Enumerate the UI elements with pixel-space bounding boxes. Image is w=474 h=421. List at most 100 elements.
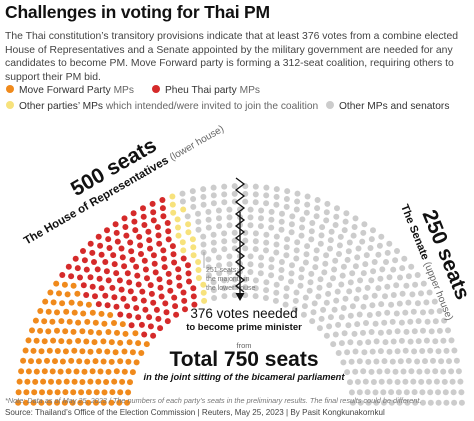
seat-dot-pheu-thai: [157, 325, 164, 332]
seat-dot-others: [367, 245, 374, 251]
seat-dot-others: [365, 399, 372, 406]
seat-dot-others: [319, 224, 326, 231]
seat-dot-move-forward: [46, 347, 53, 354]
seat-dot-others: [345, 322, 352, 329]
seat-dot-pheu-thai: [74, 265, 81, 272]
seat-dot-others: [412, 399, 419, 406]
seat-dot-move-forward: [63, 308, 70, 315]
seat-dot-move-forward: [20, 357, 27, 364]
seat-dot-others: [247, 214, 254, 221]
seat-dot-others: [389, 358, 396, 365]
seat-dot-others: [221, 183, 228, 190]
seat-dot-move-forward: [97, 368, 104, 375]
seat-dot-move-forward: [101, 389, 108, 396]
seat-dot-move-forward: [50, 299, 57, 306]
seat-dot-others: [435, 348, 442, 355]
seat-dot-others: [364, 389, 371, 396]
seat-dot-others: [189, 188, 196, 195]
seat-dot-move-forward: [15, 389, 22, 396]
seat-dot-others: [405, 273, 412, 280]
seat-dot-move-forward: [114, 329, 120, 336]
seat-dot-move-forward: [77, 399, 84, 406]
seat-dot-others: [441, 378, 448, 385]
seat-dot-others: [200, 233, 207, 240]
seat-dot-move-forward: [57, 368, 64, 375]
seat-dot-others: [216, 270, 223, 277]
seat-dot-pheu-thai: [102, 259, 109, 265]
seat-dot-others: [263, 279, 270, 286]
seat-dot-move-forward: [55, 378, 62, 385]
seat-dot-others: [252, 285, 259, 292]
seat-dot-pheu-thai: [113, 303, 120, 310]
seat-dot-others: [294, 198, 301, 205]
seat-dot-others: [283, 196, 290, 202]
seat-dot-move-forward: [62, 328, 69, 335]
seat-dot-move-forward: [113, 368, 120, 375]
seat-dot-others: [427, 347, 434, 354]
seat-dot-move-forward: [28, 358, 34, 365]
legend-swatch-pheu-thai: [152, 85, 160, 93]
seat-dot-others: [210, 239, 217, 246]
seat-dot-others: [357, 277, 364, 284]
seat-dot-pheu-thai: [121, 215, 128, 222]
seat-dot-others: [237, 206, 243, 213]
seat-dot-others: [424, 368, 431, 375]
seat-dot-others: [299, 216, 306, 223]
seat-dot-others: [393, 310, 400, 317]
seat-dot-others: [268, 224, 275, 231]
seat-dot-pheu-thai: [176, 282, 183, 289]
seat-dot-others: [231, 229, 238, 236]
seat-dot-others: [323, 332, 330, 339]
seat-dot-others: [278, 275, 285, 281]
seat-dot-others: [273, 186, 280, 193]
seat-dot-move-forward: [89, 309, 96, 316]
from-label: from: [237, 341, 252, 350]
majority-note-line1: 251 seats:: [206, 267, 238, 274]
seat-dot-pheu-thai: [172, 303, 179, 310]
seat-dot-others: [355, 286, 362, 293]
seat-dot-others: [304, 201, 311, 208]
seat-dot-move-forward: [111, 378, 118, 385]
seat-dot-others: [381, 319, 388, 326]
seat-dot-others: [427, 399, 434, 406]
seat-dot-others: [446, 358, 452, 365]
seat-dot-others: [336, 251, 342, 257]
seat-dot-pheu-thai: [161, 264, 168, 271]
seat-dot-others: [252, 277, 259, 284]
seat-dot-move-forward: [25, 368, 32, 375]
seat-dot-others: [384, 309, 391, 316]
seat-dot-others: [408, 263, 415, 270]
seat-dot-others: [323, 217, 330, 224]
seat-dot-others: [190, 196, 197, 202]
seat-dot-move-forward: [85, 399, 92, 406]
seat-dot-others: [427, 389, 434, 396]
seat-dot-others: [402, 309, 409, 316]
seat-dot-pheu-thai: [144, 275, 150, 282]
seat-dot-others: [399, 290, 406, 297]
seat-dot-move-forward: [49, 318, 56, 325]
seat-dot-others: [449, 378, 456, 385]
seat-dot-move-forward: [121, 348, 128, 355]
seat-dot-others: [396, 399, 403, 406]
seat-dot-others: [331, 266, 338, 273]
seat-dot-others: [210, 287, 217, 294]
seat-dot-move-forward: [117, 358, 124, 365]
seat-dot-others: [315, 293, 322, 300]
seat-dot-move-forward: [108, 339, 115, 346]
seat-dot-others: [283, 203, 290, 210]
seat-dot-others: [284, 236, 291, 243]
seat-dot-others: [347, 379, 353, 386]
seat-dot-others: [268, 208, 275, 215]
legend-swatch-move-forward: [6, 85, 14, 93]
seat-dot-pheu-thai: [147, 245, 153, 252]
seat-dot-pheu-thai: [173, 311, 180, 318]
seat-dot-others: [273, 281, 280, 288]
seat-dot-others: [284, 188, 291, 195]
seat-dot-move-forward: [85, 301, 92, 308]
seat-dot-others: [210, 279, 217, 286]
footnote: *Note: Data as of May 25, 2023 / The num…: [5, 396, 422, 405]
seat-dot-move-forward: [54, 327, 60, 334]
seat-dot-others: [335, 321, 342, 328]
seat-dot-others: [258, 254, 265, 261]
seat-dot-others: [345, 248, 352, 255]
